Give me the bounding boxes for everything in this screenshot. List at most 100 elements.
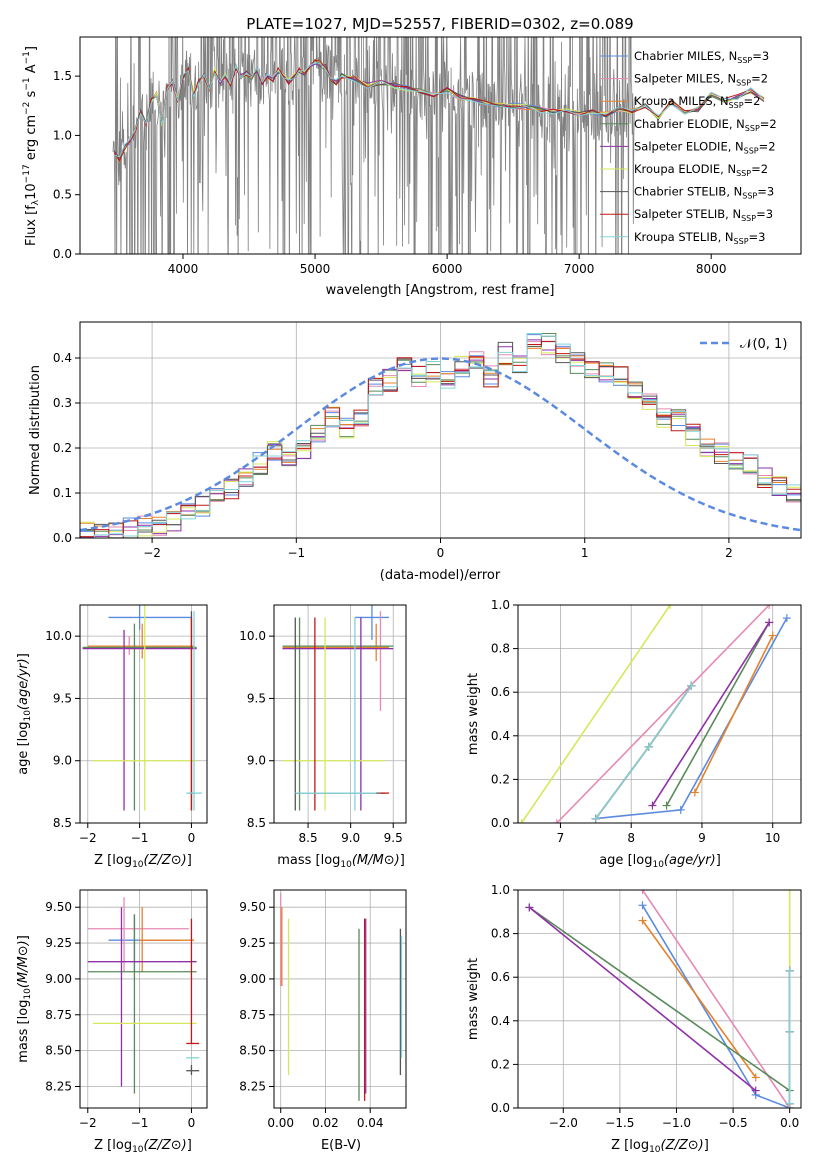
x-tick-label: −0.5 [719,1116,748,1130]
y-tick-label: 8.75 [45,1008,72,1022]
x-tick-label: −1 [131,831,149,845]
y-tick-label: 9.0 [247,754,266,768]
legend-entry: Kroupa ELODIE, NSSP=2 [634,162,768,178]
x-tick-label: −2 [143,546,161,560]
panel-clipped [280,892,403,1101]
mass-ebv-xlabel: E(B-V) [321,1138,361,1153]
y-tick-label: 0.0 [491,816,510,830]
panel-clipped [87,897,200,1094]
y-tick-label: 9.50 [45,900,72,914]
mass-vs-metallicity-panel: −2 −1 0 8.25 8.50 8.75 9.00 9.25 9.50 Z [log10(Z/… [16,889,208,1155]
residual-histogram [80,333,801,538]
x-tick-label: 7 [557,831,565,845]
gaussian-curve [80,357,801,532]
spectrum-data-line [112,37,635,254]
series-line [595,617,788,820]
y-tick-label: 9.5 [53,691,72,705]
spectrum-ylabel: Flux [fλ10−17 erg cm−2 s−1 A−1] [22,46,41,246]
y-tick-label: 8.25 [45,1079,72,1093]
y-tick-label: 8.50 [45,1044,72,1058]
y-tick-label: 9.25 [239,936,266,950]
residuals-legend: 𝒩(0, 1) [700,337,787,352]
y-tick-label: 9.00 [45,972,72,986]
y-tick-label: 9.00 [239,972,266,986]
legend-entry: Salpeter ELODIE, NSSP=2 [634,139,776,155]
legend-entry: Chabrier MILES, NSSP=3 [634,49,769,65]
y-tick-label: 0.3 [53,396,72,410]
panel-frame [517,604,802,824]
series-line [641,904,790,1108]
series-line [694,635,774,793]
massweight-age-xlabel: age [log10(age/yr)] [599,853,721,870]
series-line [665,622,770,806]
panel-clipped [82,605,202,811]
age-mass-xlabel: mass [log10(M/M⊙)] [277,853,405,870]
massweight-vs-metallicity-panel: −2.0 −1.5 −1.0 −0.5 0.0 0.0 0.2 0.4 0.6 0.8 1.0 Z [… [466,883,802,1155]
residuals-xlabel: (data-model)/error [380,568,501,583]
legend-entry: Salpeter MILES, NSSP=2 [634,72,768,88]
y-tick-label: 0.2 [491,772,510,786]
y-tick-label: 8.50 [239,1044,266,1058]
residuals-clipped [80,333,801,538]
panel-clipped [282,605,394,811]
y-tick-label: 9.50 [239,900,266,914]
residuals-ylabel: Normed distribution [28,365,43,495]
age-vs-mass-panel: 8.5 9.0 9.5 8.5 9.0 9.5 10.0 mass [log10(M/M⊙)] [239,604,407,870]
x-tick-label: −1 [131,1116,149,1130]
x-tick-label: −2 [79,1116,97,1130]
panel-frame [79,604,208,824]
y-tick-label: 0.0 [53,531,72,545]
x-tick-label: 4000 [168,262,199,276]
residual-histogram [80,346,801,538]
x-tick-label: −1 [287,546,305,560]
y-tick-label: 9.0 [53,754,72,768]
spectrum-clipped [112,37,765,254]
x-tick-label: 8000 [696,262,727,276]
x-tick-label: 5000 [300,262,331,276]
y-tick-label: 0.4 [53,351,72,365]
spectrum-ticks: 4000 5000 6000 7000 8000 0.0 0.5 1.0 1.5 [53,69,727,276]
y-tick-label: 1.0 [491,598,510,612]
x-tick-label: 8 [627,831,635,845]
x-tick-label: 1 [581,546,589,560]
y-tick-label: 9.25 [45,936,72,950]
x-tick-label: 0 [188,831,196,845]
panel-clipped [525,890,794,1108]
y-tick-label: 8.75 [239,1008,266,1022]
y-tick-label: 0.6 [491,685,510,699]
x-tick-label: 0.0 [780,1116,799,1130]
series-line [520,605,671,823]
age-metallicity-ylabel: age [log10(age/yr)] [16,653,33,775]
x-tick-label: 9.0 [341,831,360,845]
y-tick-label: 0.4 [491,1014,510,1028]
figure-title: PLATE=1027, MJD=52557, FIBERID=0302, z=0… [246,15,633,33]
residuals-panel: −2 −1 0 1 2 0.0 0.1 0.2 0.3 0.4 𝒩(0, 1) (data-mod… [28,321,802,583]
y-tick-label: 1.5 [53,69,72,83]
y-tick-label: 8.5 [247,816,266,830]
x-tick-label: 0.04 [357,1116,384,1130]
y-tick-label: 9.5 [247,691,266,705]
y-tick-label: 8.5 [53,816,72,830]
spectrum-plot-area [112,37,765,254]
spectrum-legend: Chabrier MILES, NSSP=3 Salpeter MILES, NS… [600,49,777,246]
panel-frame [273,889,407,1109]
panel-frame [273,604,407,824]
residual-histogram [80,341,801,538]
y-tick-label: 10.0 [45,629,72,643]
legend-entry: Chabrier STELIB, NSSP=3 [634,185,774,201]
x-tick-label: 6000 [432,262,463,276]
age-vs-metallicity-panel: −2 −1 0 8.5 9.0 9.5 10.0 Z [log10(Z/Z⊙)] age [lo… [16,604,208,870]
mass-vs-ebv-panel: 0.00 0.02 0.04 8.25 8.50 8.75 9.00 9.25 9.50 E(B-… [239,889,407,1153]
y-tick-label: 0.6 [491,970,510,984]
x-tick-label: 2 [725,546,733,560]
residual-histogram [80,340,801,538]
x-tick-label: 7000 [564,262,595,276]
massweight-vs-age-panel: 7 8 9 10 0.0 0.2 0.4 0.6 0.8 1.0 age [log10(age/yr… [466,598,802,870]
y-tick-label: 0.4 [491,729,510,743]
spectrum-model-line [114,61,765,158]
residuals-ticks: −2 −1 0 1 2 0.0 0.1 0.2 0.3 0.4 [53,351,733,560]
series-line [528,906,791,1092]
x-tick-label: 10 [765,831,780,845]
y-tick-label: 1.0 [53,128,72,142]
